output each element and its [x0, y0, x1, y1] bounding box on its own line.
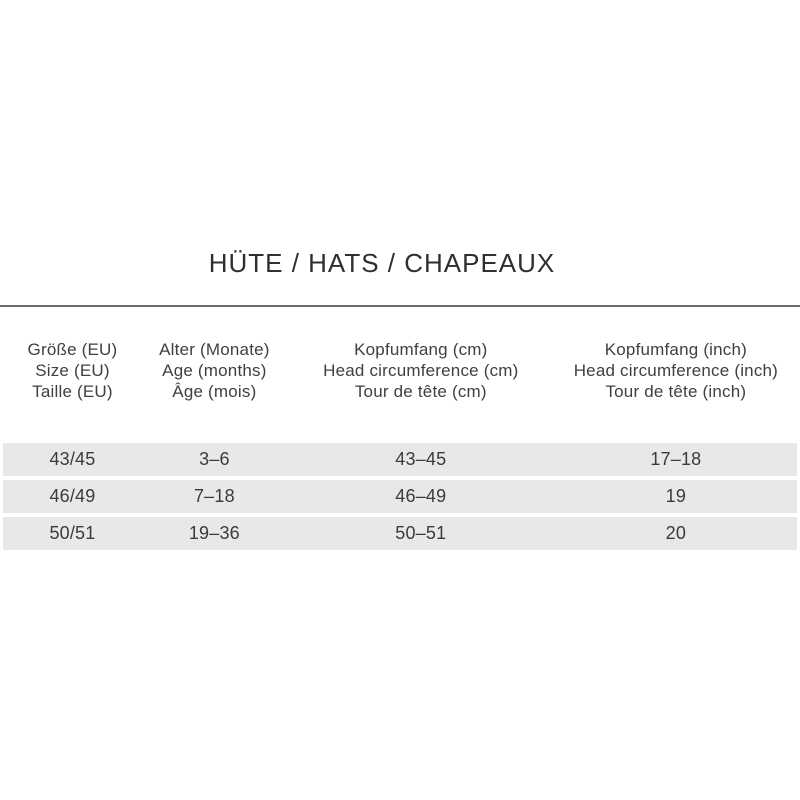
table-row: 46/49 7–18 46–49 19 [3, 480, 797, 513]
header-cell-head-circumference-inch: Kopfumfang (inch) Head circumference (in… [555, 339, 797, 402]
cell-head-cm: 43–45 [395, 449, 447, 469]
header-line-fr: Tour de tête (inch) [605, 382, 747, 401]
header-line-fr: Tour de tête (cm) [354, 382, 487, 401]
table-row: 43/45 3–6 43–45 17–18 [3, 443, 797, 476]
header-line-de: Kopfumfang (cm) [354, 340, 488, 359]
table-header: Größe (EU) Size (EU) Taille (EU) Alter (… [3, 339, 797, 402]
table-row: 50/51 19–36 50–51 20 [3, 517, 797, 550]
header-line-de: Alter (Monate) [159, 340, 270, 359]
cell-size-eu: 46/49 [49, 486, 96, 506]
header-line-en: Size (EU) [35, 361, 110, 380]
header-line-de: Kopfumfang (inch) [604, 340, 748, 359]
header-line-en: Head circumference (cm) [323, 361, 519, 380]
cell-head-inch: 20 [665, 523, 687, 543]
cell-head-inch: 17–18 [650, 449, 702, 469]
header-cell-size-eu: Größe (EU) Size (EU) Taille (EU) [3, 339, 142, 402]
cell-age-months: 19–36 [188, 523, 240, 543]
cell-head-inch: 19 [665, 486, 687, 506]
page-title: HÜTE / HATS / CHAPEAUX [208, 248, 556, 278]
header-line-de: Größe (EU) [27, 340, 118, 359]
title-divider [0, 305, 800, 307]
header-line-fr: Taille (EU) [32, 382, 113, 401]
header-line-en: Head circumference (inch) [573, 361, 779, 380]
cell-age-months: 3–6 [199, 449, 230, 469]
header-cell-age: Alter (Monate) Age (months) Âge (mois) [142, 339, 287, 402]
cell-age-months: 7–18 [193, 486, 235, 506]
cell-size-eu: 50/51 [49, 523, 96, 543]
cell-head-cm: 46–49 [395, 486, 447, 506]
header-line-fr: Âge (mois) [172, 382, 257, 401]
cell-size-eu: 43/45 [49, 449, 96, 469]
header-line-en: Age (months) [162, 361, 267, 380]
cell-head-cm: 50–51 [395, 523, 447, 543]
table-body: 43/45 3–6 43–45 17–18 46/49 7–18 46–49 1… [3, 443, 797, 554]
header-cell-head-circumference-cm: Kopfumfang (cm) Head circumference (cm) … [287, 339, 555, 402]
